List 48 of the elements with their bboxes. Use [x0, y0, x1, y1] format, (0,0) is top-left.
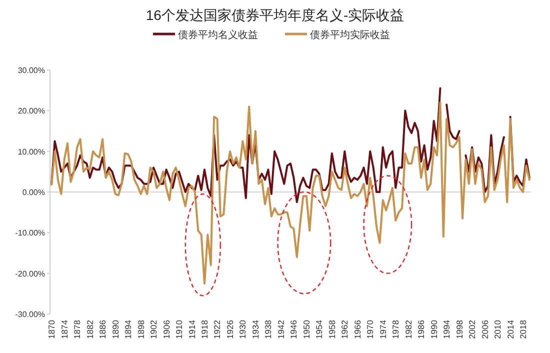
- x-tick-label: 1894: [123, 320, 134, 339]
- y-tick-label: -30.00%: [15, 310, 45, 319]
- legend-label: 债券平均名义收益: [178, 29, 258, 41]
- x-tick-label: 1890: [110, 320, 120, 339]
- y-tick-label: 0.00%: [22, 188, 45, 197]
- x-tick-label: 1906: [161, 320, 172, 339]
- x-tick-label: 1950: [301, 320, 312, 339]
- x-tick-label: 1898: [136, 320, 146, 339]
- x-tick-label: 1914: [186, 320, 197, 339]
- x-tick-label: 1942: [276, 320, 286, 339]
- x-tick-label: 2018: [518, 320, 528, 339]
- x-tick-label: 1970: [365, 320, 376, 339]
- x-tick-label: 1966: [352, 320, 362, 339]
- y-tick-label: 10.00%: [18, 147, 45, 156]
- y-tick-label: -20.00%: [15, 269, 45, 278]
- x-tick-label: 1938: [263, 320, 274, 339]
- x-tick-label: 1954: [314, 320, 324, 339]
- chart-title: 16个发达国家债券平均年度名义-实际收益: [146, 7, 404, 23]
- x-tick-label: 2006: [480, 320, 490, 339]
- x-tick-label: 1886: [98, 320, 108, 339]
- x-tick-label: 1870: [46, 320, 57, 339]
- x-tick-label: 2002: [467, 320, 478, 339]
- y-tick-label: -10.00%: [15, 228, 45, 238]
- y-tick-label: 30.00%: [18, 66, 45, 75]
- x-tick-label: 1962: [340, 320, 350, 339]
- x-tick-label: 1902: [148, 320, 159, 339]
- y-tick-label: 20.00%: [18, 106, 45, 116]
- x-tick-label: 2010: [492, 320, 503, 339]
- x-tick-label: 2014: [505, 320, 516, 339]
- x-tick-label: 1934: [250, 320, 260, 339]
- x-tick-label: 1922: [212, 320, 222, 339]
- x-tick-label: 1874: [59, 320, 70, 339]
- legend-label: 债券平均实际收益: [310, 29, 390, 41]
- x-tick-label: 1998: [454, 320, 464, 339]
- x-tick-label: 1974: [378, 320, 388, 339]
- x-tick-label: 1958: [326, 320, 337, 339]
- x-tick-label: 1986: [416, 320, 426, 339]
- x-tick-label: 1982: [403, 320, 414, 339]
- x-tick-label: 1910: [174, 320, 184, 339]
- x-tick-label: 1946: [288, 320, 299, 339]
- x-tick-label: 1930: [238, 320, 248, 339]
- x-tick-label: 1878: [72, 320, 82, 339]
- x-tick-label: 1994: [442, 320, 452, 339]
- x-tick-label: 1978: [390, 320, 401, 339]
- x-tick-label: 1990: [428, 320, 439, 339]
- x-tick-label: 1918: [199, 320, 210, 339]
- x-tick-label: 1882: [84, 320, 95, 339]
- x-tick-label: 1926: [224, 320, 235, 339]
